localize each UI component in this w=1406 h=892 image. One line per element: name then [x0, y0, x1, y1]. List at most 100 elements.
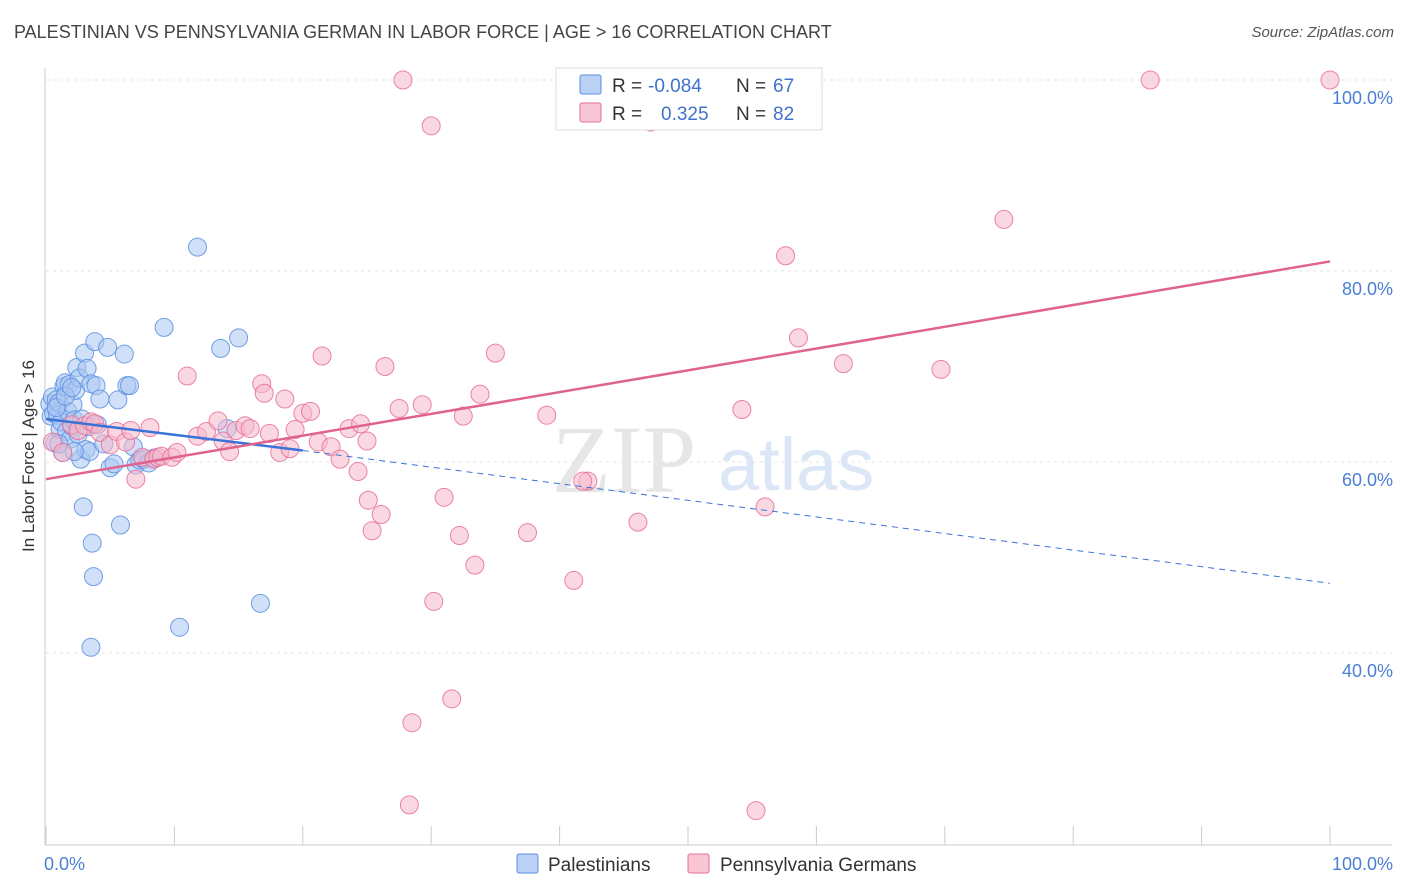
- pennsylvania-germans-point-1: [53, 442, 73, 462]
- pennsylvania-germans-point-48: [389, 399, 409, 419]
- pennsylvania-germans-point-46: [371, 505, 391, 525]
- chart-source: Source: ZipAtlas.com: [1251, 24, 1394, 41]
- palestinians-point-40: [98, 337, 118, 357]
- palestinians-point-66: [62, 378, 82, 398]
- pennsylvania-germans-point-61: [485, 343, 505, 363]
- legend-r-value-1: -0.084: [648, 76, 702, 97]
- pennsylvania-germans-point-36: [301, 401, 321, 421]
- pennsylvania-germans-point-42: [348, 462, 368, 482]
- legend-r-value-2: 0.325: [661, 104, 709, 125]
- palestinians-point-44: [110, 515, 130, 535]
- pennsylvania-germans-point-64: [564, 570, 584, 590]
- legend-swatch-palestinians-bottom: [516, 853, 539, 874]
- pennsylvania-germans-point-52: [412, 395, 432, 415]
- palestinians-point-57: [211, 338, 231, 358]
- pennsylvania-germans-point-76: [994, 209, 1014, 229]
- legend-r-label-1: R =: [612, 76, 642, 97]
- palestinians-point-55: [170, 617, 190, 637]
- pennsylvania-germans-point-73: [788, 328, 808, 348]
- x-tick-label-min: 0.0%: [44, 854, 85, 874]
- pennsylvania-germans-point-20: [177, 366, 197, 386]
- pennsylvania-germans-point-38: [312, 346, 332, 366]
- pennsylvania-germans-point-78: [1320, 70, 1340, 90]
- legend-n-label-1: N =: [736, 76, 766, 97]
- pennsylvania-germans-point-74: [833, 354, 853, 374]
- pennsylvania-germans-point-57: [449, 526, 469, 546]
- pennsylvania-germans-point-54: [424, 591, 444, 611]
- pennsylvania-germans-point-34: [285, 420, 305, 440]
- pennsylvania-germans-point-23: [208, 411, 228, 431]
- pennsylvania-germans-point-14: [140, 418, 160, 438]
- y-tick-label-80: 80.0%: [1342, 279, 1393, 299]
- pennsylvania-germans-point-71: [755, 497, 775, 517]
- correlation-legend: R = -0.084 N = 67 R = 0.325 N = 82: [555, 67, 823, 131]
- axes: [44, 68, 1392, 846]
- pennsylvania-germans-point-66: [628, 512, 648, 532]
- pennsylvania-germans-point-62: [518, 523, 537, 543]
- palestinians-point-61: [81, 637, 101, 657]
- gridlines: [46, 79, 1392, 654]
- palestinians-point-38: [90, 389, 110, 409]
- legend-swatch-pennsylvania-germans: [579, 102, 602, 123]
- palestinians-point-47: [119, 376, 139, 396]
- palestinians-point-42: [104, 454, 124, 474]
- legend-label-pennsylvania-germans: Pennsylvania Germans: [720, 855, 916, 876]
- series-legend: Palestinians Pennsylvania Germans: [516, 853, 916, 876]
- palestinians-point-26: [73, 497, 93, 517]
- palestinians-point-60: [250, 593, 270, 613]
- palestinians-point-34: [84, 567, 104, 587]
- legend-n-label-2: N =: [736, 104, 766, 125]
- palestinians-point-56: [188, 237, 208, 257]
- pennsylvania-germans-point-53: [421, 116, 441, 136]
- watermark: ZIP atlas: [552, 406, 874, 513]
- legend-swatch-palestinians: [579, 74, 602, 95]
- chart-title: PALESTINIAN VS PENNSYLVANIA GERMAN IN LA…: [14, 22, 832, 42]
- x-tick-label-max: 100.0%: [1332, 854, 1393, 874]
- palestinians-trend-dashed: [302, 450, 1331, 584]
- y-tick-labels: 40.0% 60.0% 80.0% 100.0%: [1332, 88, 1393, 681]
- pennsylvania-germans-point-63: [537, 405, 557, 425]
- pennsylvania-germans-point-59: [465, 555, 485, 575]
- pennsylvania-germans-point-75: [931, 359, 951, 379]
- palestinians-point-59: [229, 328, 249, 348]
- pennsylvania-germans-point-80: [357, 431, 377, 451]
- pennsylvania-germans-point-72: [776, 246, 796, 266]
- palestinians-point-54: [154, 317, 174, 337]
- pennsylvania-germans-point-55: [434, 487, 454, 507]
- pennsylvania-germans-point-40: [330, 449, 350, 469]
- palestinians-point-33: [82, 533, 102, 553]
- pennsylvania-germans-point-28: [240, 419, 260, 439]
- palestinians-point-43: [108, 390, 128, 410]
- pennsylvania-germans-point-69: [732, 399, 752, 419]
- y-tick-label-60: 60.0%: [1342, 470, 1393, 490]
- legend-swatch-pennsylvania-germans-bottom: [687, 853, 710, 874]
- pennsylvania-germans-point-50: [399, 795, 419, 815]
- pennsylvania-germans-trend: [45, 260, 1331, 481]
- pennsylvania-germans-point-12: [126, 469, 146, 489]
- pennsylvania-germans-point-51: [402, 713, 422, 733]
- pennsylvania-germans-point-79: [254, 383, 274, 403]
- y-tick-label-100: 100.0%: [1332, 88, 1393, 108]
- y-tick-label-40: 40.0%: [1342, 661, 1393, 681]
- palestinians-point-45: [114, 344, 134, 364]
- legend-label-palestinians: Palestinians: [548, 855, 650, 876]
- pennsylvania-germans-point-49: [393, 70, 413, 90]
- palestinians-trend-solid: [45, 417, 303, 452]
- pennsylvania-germans-point-56: [442, 689, 462, 709]
- y-axis-title: In Labor Force | Age > 16: [19, 360, 38, 552]
- watermark-atlas: atlas: [718, 423, 874, 506]
- pennsylvania-germans-point-60: [470, 384, 490, 404]
- legend-r-label-2: R =: [612, 104, 642, 125]
- pennsylvania-germans-point-32: [275, 389, 295, 409]
- pennsylvania-germans-point-45: [362, 521, 382, 541]
- pennsylvania-germans-point-25: [220, 441, 240, 461]
- trend-lines: [45, 260, 1331, 584]
- pennsylvania-germans-point-77: [1140, 70, 1160, 90]
- legend-n-value-1: 67: [773, 76, 794, 97]
- pennsylvania-germans-point-81: [573, 471, 593, 491]
- legend-n-value-2: 82: [773, 104, 794, 125]
- pennsylvania-germans-point-47: [375, 357, 395, 376]
- pennsylvania-germans-point-70: [746, 801, 766, 821]
- watermark-zip: ZIP: [552, 406, 696, 513]
